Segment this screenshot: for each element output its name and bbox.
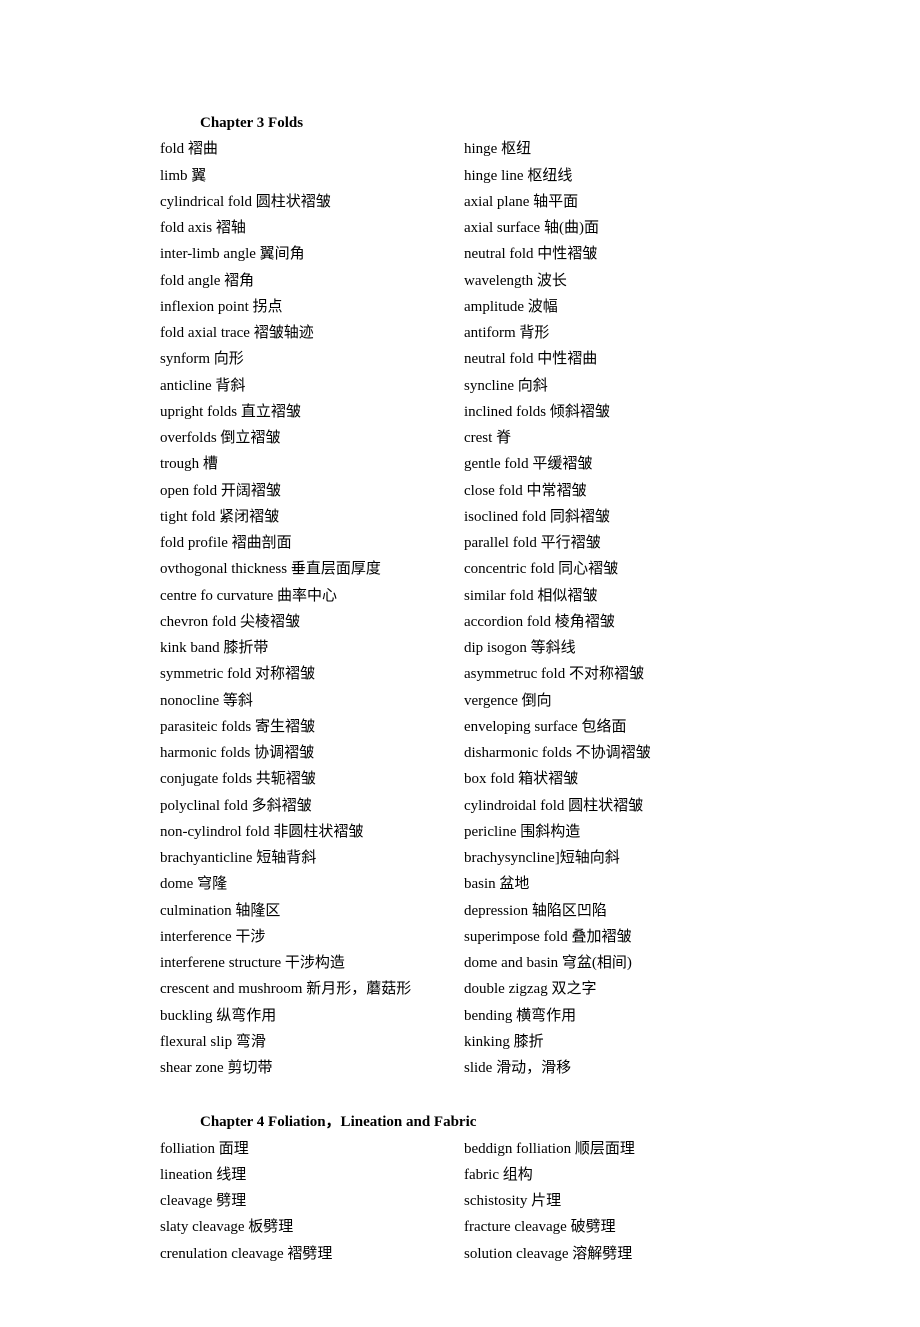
document-body: Chapter 3 Foldsfold 褶曲 hinge 枢纽 limb 翼 hing… <box>160 110 760 1267</box>
term-right: close fold 中常褶皱 <box>464 478 760 504</box>
term-left: inter-limb angle 翼间角 <box>160 241 456 267</box>
term-right: fracture cleavage 破劈理 <box>464 1214 760 1240</box>
term-left: crenulation cleavage 褶劈理 <box>160 1241 456 1267</box>
term-left: conjugate folds 共轭褶皱 <box>160 766 456 792</box>
term-right: asymmetruc fold 不对称褶皱 <box>464 661 760 687</box>
term-left: open fold 开阔褶皱 <box>160 478 456 504</box>
term-right: wavelength 波长 <box>464 268 760 294</box>
term-right: antiform 背形 <box>464 320 760 346</box>
term-left: harmonic folds 协调褶皱 <box>160 740 456 766</box>
term-left: ovthogonal thickness 垂直层面厚度 <box>160 556 456 582</box>
term-left: parasiteic folds 寄生褶皱 <box>160 714 456 740</box>
term-left: non-cylindrol fold 非圆柱状褶皱 <box>160 819 456 845</box>
term-right: neutral fold 中性褶皱 <box>464 241 760 267</box>
term-left: cylindrical fold 圆柱状褶皱 <box>160 189 456 215</box>
term-right: axial surface 轴(曲)面 <box>464 215 760 241</box>
term-right: inclined folds 倾斜褶皱 <box>464 399 760 425</box>
term-left: slaty cleavage 板劈理 <box>160 1214 456 1240</box>
term-right: gentle fold 平缓褶皱 <box>464 451 760 477</box>
term-right: disharmonic folds 不协调褶皱 <box>464 740 760 766</box>
term-left: brachyanticline 短轴背斜 <box>160 845 456 871</box>
term-left: buckling 纵弯作用 <box>160 1003 456 1029</box>
term-right: dome and basin 穹盆(相间) <box>464 950 760 976</box>
term-left: folliation 面理 <box>160 1136 456 1162</box>
term-right: solution cleavage 溶解劈理 <box>464 1241 760 1267</box>
term-right: brachysyncline]短轴向斜 <box>464 845 760 871</box>
term-right: crest 脊 <box>464 425 760 451</box>
term-right: slide 滑动，滑移 <box>464 1055 760 1081</box>
term-left: nonocline 等斜 <box>160 688 456 714</box>
term-right: kinking 膝折 <box>464 1029 760 1055</box>
term-left: limb 翼 <box>160 163 456 189</box>
term-right: similar fold 相似褶皱 <box>464 583 760 609</box>
term-left: upright folds 直立褶皱 <box>160 399 456 425</box>
term-right: syncline 向斜 <box>464 373 760 399</box>
term-right: dip isogon 等斜线 <box>464 635 760 661</box>
term-left: dome 穹隆 <box>160 871 456 897</box>
term-right: depression 轴陷区凹陷 <box>464 898 760 924</box>
term-right: bending 横弯作用 <box>464 1003 760 1029</box>
term-right: amplitude 波幅 <box>464 294 760 320</box>
term-left: fold angle 褶角 <box>160 268 456 294</box>
term-left: lineation 线理 <box>160 1162 456 1188</box>
term-right: basin 盆地 <box>464 871 760 897</box>
term-right: isoclined fold 同斜褶皱 <box>464 504 760 530</box>
terms-grid: folliation 面理 beddign folliation 顺层面理 line… <box>160 1136 760 1267</box>
term-left: inflexion point 拐点 <box>160 294 456 320</box>
term-left: trough 槽 <box>160 451 456 477</box>
chapter-title: Chapter 4 Foliation，Lineation and Fabric <box>160 1109 760 1135</box>
term-right: box fold 箱状褶皱 <box>464 766 760 792</box>
term-left: interferene structure 干涉构造 <box>160 950 456 976</box>
term-right: schistosity 片理 <box>464 1188 760 1214</box>
term-right: double zigzag 双之字 <box>464 976 760 1002</box>
term-right: vergence 倒向 <box>464 688 760 714</box>
term-left: tight fold 紧闭褶皱 <box>160 504 456 530</box>
term-right: hinge line 枢纽线 <box>464 163 760 189</box>
term-left: crescent and mushroom 新月形，蘑菇形 <box>160 976 456 1002</box>
term-right: fabric 组构 <box>464 1162 760 1188</box>
term-left: kink band 膝折带 <box>160 635 456 661</box>
term-left: fold 褶曲 <box>160 136 456 162</box>
term-right: concentric fold 同心褶皱 <box>464 556 760 582</box>
term-right: hinge 枢纽 <box>464 136 760 162</box>
term-right: axial plane 轴平面 <box>464 189 760 215</box>
section-gap <box>160 1081 760 1109</box>
term-right: pericline 围斜构造 <box>464 819 760 845</box>
term-right: cylindroidal fold 圆柱状褶皱 <box>464 793 760 819</box>
term-right: parallel fold 平行褶皱 <box>464 530 760 556</box>
term-left: overfolds 倒立褶皱 <box>160 425 456 451</box>
term-right: accordion fold 棱角褶皱 <box>464 609 760 635</box>
term-left: polyclinal fold 多斜褶皱 <box>160 793 456 819</box>
term-left: fold axis 褶轴 <box>160 215 456 241</box>
term-left: centre fo curvature 曲率中心 <box>160 583 456 609</box>
term-left: flexural slip 弯滑 <box>160 1029 456 1055</box>
term-left: fold profile 褶曲剖面 <box>160 530 456 556</box>
term-left: chevron fold 尖棱褶皱 <box>160 609 456 635</box>
term-left: symmetric fold 对称褶皱 <box>160 661 456 687</box>
term-right: neutral fold 中性褶曲 <box>464 346 760 372</box>
terms-grid: fold 褶曲 hinge 枢纽 limb 翼 hinge line 枢纽线 cylin… <box>160 136 760 1081</box>
term-left: cleavage 劈理 <box>160 1188 456 1214</box>
term-left: fold axial trace 褶皱轴迹 <box>160 320 456 346</box>
term-left: interference 干涉 <box>160 924 456 950</box>
chapter-title: Chapter 3 Folds <box>160 110 760 136</box>
term-right: beddign folliation 顺层面理 <box>464 1136 760 1162</box>
term-left: shear zone 剪切带 <box>160 1055 456 1081</box>
term-right: enveloping surface 包络面 <box>464 714 760 740</box>
term-left: anticline 背斜 <box>160 373 456 399</box>
term-left: culmination 轴隆区 <box>160 898 456 924</box>
term-right: superimpose fold 叠加褶皱 <box>464 924 760 950</box>
term-left: synform 向形 <box>160 346 456 372</box>
